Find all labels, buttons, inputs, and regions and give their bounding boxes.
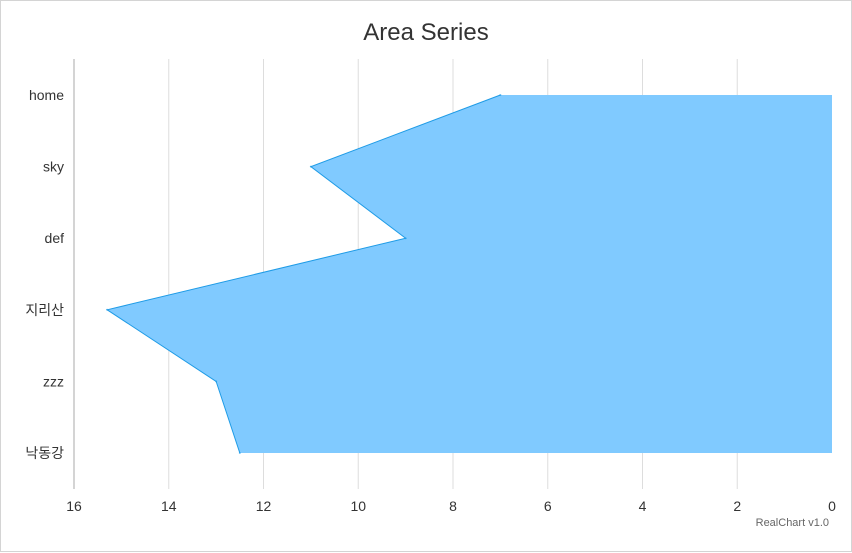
category-label-5: 낙동강 — [25, 445, 64, 461]
chart-title: Area Series — [363, 19, 489, 46]
area-line — [105, 94, 501, 454]
x-tick-label-6: 4 — [639, 498, 647, 514]
x-tick-label-8: 0 — [828, 498, 836, 514]
data-point-2 — [404, 237, 407, 240]
category-label-1: sky — [43, 159, 64, 175]
credit-label[interactable]: RealChart v1.0 — [755, 517, 829, 529]
x-tick-label-7: 2 — [733, 498, 741, 514]
data-point-4 — [215, 380, 218, 383]
data-point-3 — [106, 308, 109, 311]
category-label-4: zzz — [43, 373, 64, 389]
x-tick-label-2: 12 — [256, 498, 272, 514]
data-point-5 — [238, 452, 241, 454]
x-tick-label-5: 6 — [544, 498, 552, 514]
category-label-2: def — [45, 230, 65, 246]
x-tick-label-4: 8 — [449, 498, 457, 514]
data-point-1 — [309, 165, 312, 168]
category-label-3: 지리산 — [25, 302, 64, 318]
x-tick-label-0: 16 — [66, 498, 82, 514]
x-tick-label-3: 10 — [350, 498, 366, 514]
area-fill — [107, 95, 833, 453]
category-label-0: home — [29, 87, 64, 103]
data-point-0 — [499, 94, 502, 96]
x-tick-label-1: 14 — [161, 498, 177, 514]
